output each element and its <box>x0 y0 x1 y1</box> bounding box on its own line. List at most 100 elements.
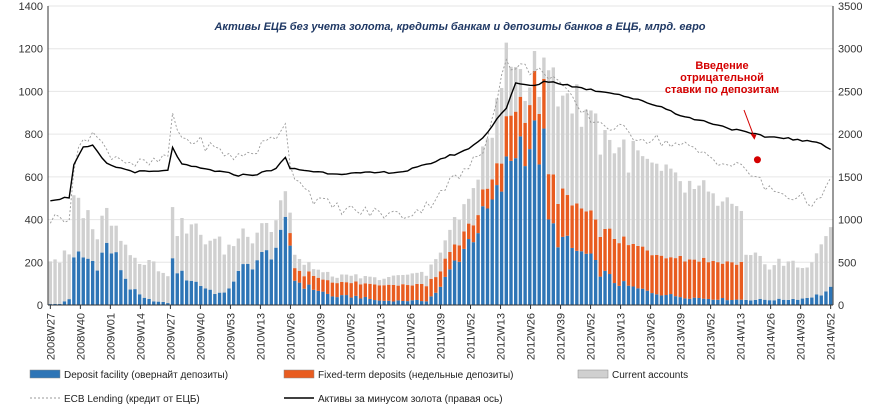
bar-current-accounts <box>706 191 711 263</box>
bar-current-accounts <box>128 255 132 290</box>
bar-current-accounts <box>575 84 579 204</box>
bar-fixed-term <box>631 243 635 287</box>
bar-deposit-facility <box>438 286 443 305</box>
bar-current-accounts <box>725 197 729 262</box>
bar-current-accounts <box>391 275 396 285</box>
bar-current-accounts <box>236 238 241 271</box>
bar-deposit-facility <box>763 299 767 305</box>
x-tick-label: 2010W26 <box>285 313 297 360</box>
bar-current-accounts <box>565 93 570 196</box>
bar-current-accounts <box>156 271 161 302</box>
bar-current-accounts <box>443 240 447 259</box>
bar-deposit-facility <box>706 298 711 305</box>
x-tick-label: 2013W26 <box>646 313 658 360</box>
bar-current-accounts <box>72 195 76 258</box>
bar-current-accounts <box>401 274 405 285</box>
bar-deposit-facility <box>184 280 189 305</box>
bar-current-accounts <box>810 262 814 298</box>
bar-deposit-facility <box>805 297 809 305</box>
bar-fixed-term <box>650 255 654 294</box>
bar-current-accounts <box>749 255 753 301</box>
bar-fixed-term <box>335 283 339 298</box>
bar-deposit-facility <box>58 303 62 305</box>
bar-fixed-term <box>429 278 433 297</box>
bar-fixed-term <box>358 284 363 299</box>
bar-deposit-facility <box>730 300 734 305</box>
bar-deposit-facility <box>528 149 532 305</box>
bar-deposit-facility <box>603 270 607 305</box>
bar-fixed-term <box>622 236 626 282</box>
bar-current-accounts <box>617 147 621 244</box>
bar-current-accounts <box>241 228 245 265</box>
bar-deposit-facility <box>194 281 198 305</box>
bar-current-accounts <box>340 274 344 282</box>
bar-fixed-term <box>471 225 476 243</box>
bar-current-accounts <box>626 172 631 246</box>
bar-deposit-facility <box>161 301 165 305</box>
bar-deposit-facility <box>321 291 325 305</box>
bar-deposit-facility <box>499 191 504 305</box>
bar-current-accounts <box>274 220 278 248</box>
x-tick-label: 2014W26 <box>766 313 778 360</box>
bar-current-accounts <box>655 163 659 255</box>
bar-current-accounts <box>739 210 744 262</box>
bar-current-accounts <box>363 276 367 284</box>
bar-fixed-term <box>720 263 725 299</box>
bar-deposit-facility <box>391 301 396 305</box>
bar-deposit-facility <box>283 216 288 305</box>
bar-deposit-facility <box>368 298 372 305</box>
bar-current-accounts <box>349 275 353 284</box>
bar-current-accounts <box>452 217 457 245</box>
bar-current-accounts <box>396 275 400 286</box>
bar-deposit-facility <box>673 296 678 305</box>
bar-deposit-facility <box>105 242 109 305</box>
bar-current-accounts <box>147 260 151 299</box>
bar-current-accounts <box>293 254 297 269</box>
bar-deposit-facility <box>255 260 259 305</box>
bar-fixed-term <box>509 115 513 161</box>
bar-current-accounts <box>377 280 382 286</box>
bar-fixed-term <box>434 277 438 293</box>
bar-deposit-facility <box>231 281 236 305</box>
bar-current-accounts <box>697 185 701 262</box>
bar-deposit-facility <box>260 252 264 305</box>
bar-fixed-term <box>368 283 372 299</box>
bar-current-accounts <box>490 137 494 180</box>
bar-fixed-term <box>692 259 697 298</box>
bar-deposit-facility <box>687 298 692 305</box>
bar-fixed-term <box>363 283 367 297</box>
bar-fixed-term <box>462 231 466 249</box>
bar-fixed-term <box>589 210 593 254</box>
legend-swatch <box>577 369 609 379</box>
bar-fixed-term <box>739 261 744 300</box>
legend-label: Активы за минусом золота (правая ось) <box>318 394 503 405</box>
bar-current-accounts <box>405 274 410 286</box>
bar-current-accounts <box>734 206 739 265</box>
bar-fixed-term <box>293 268 297 281</box>
bar-deposit-facility <box>288 245 292 305</box>
bar-deposit-facility <box>95 270 100 305</box>
bar-deposit-facility <box>575 250 579 305</box>
bar-current-accounts <box>325 271 330 281</box>
bar-deposit-facility <box>199 286 203 305</box>
bar-current-accounts <box>819 244 823 296</box>
bar-deposit-facility <box>434 292 438 305</box>
bar-current-accounts <box>683 192 687 262</box>
bar-current-accounts <box>264 222 269 251</box>
bar-deposit-facility <box>340 295 344 305</box>
bar-current-accounts <box>692 189 697 260</box>
bar-deposit-facility <box>86 258 90 305</box>
bar-deposit-facility <box>626 285 631 305</box>
y-left-tick-label: 600 <box>25 172 43 184</box>
bar-deposit-facility <box>387 300 391 305</box>
legend: Deposit facility (овернайт депозиты) Fixe… <box>29 369 688 405</box>
bar-deposit-facility <box>608 274 612 305</box>
bar-current-accounts <box>48 261 53 305</box>
x-tick-label: 2013W52 <box>706 313 718 360</box>
legend-swatch <box>29 369 61 379</box>
bar-current-accounts <box>448 229 452 252</box>
bar-current-accounts <box>523 100 527 123</box>
bar-current-accounts <box>537 96 541 114</box>
x-tick-label: 2014W13 <box>736 313 748 360</box>
bar-current-accounts <box>612 153 617 239</box>
